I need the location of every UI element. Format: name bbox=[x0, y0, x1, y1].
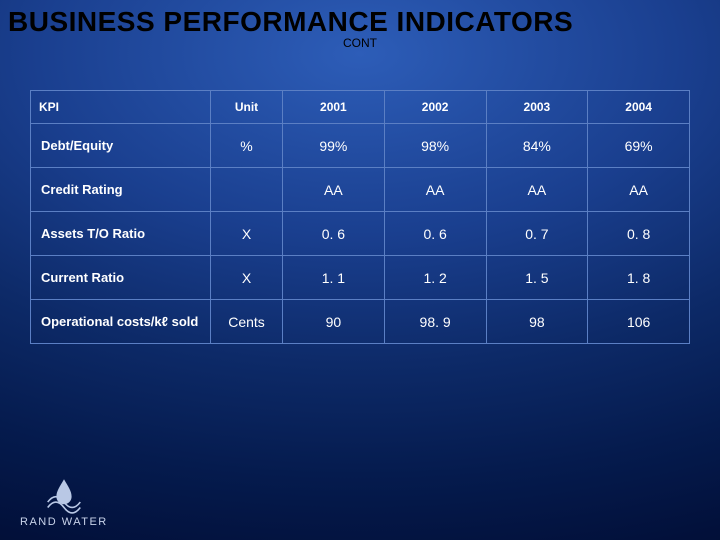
cell-val: 1. 2 bbox=[384, 256, 486, 300]
cell-val: 0. 6 bbox=[283, 212, 385, 256]
cell-val: 98 bbox=[486, 300, 588, 344]
cell-val: 106 bbox=[588, 300, 690, 344]
cell-val: 98% bbox=[384, 124, 486, 168]
col-2003: 2003 bbox=[486, 91, 588, 124]
cell-unit: Cents bbox=[211, 300, 283, 344]
cell-val: AA bbox=[283, 168, 385, 212]
cell-val: 0. 6 bbox=[384, 212, 486, 256]
page-title: BUSINESS PERFORMANCE INDICATORS bbox=[0, 0, 720, 38]
cell-unit: X bbox=[211, 256, 283, 300]
cell-val: AA bbox=[588, 168, 690, 212]
cell-kpi: Credit Rating bbox=[31, 168, 211, 212]
table-row: Credit Rating AA AA AA AA bbox=[31, 168, 690, 212]
cell-val: 1. 5 bbox=[486, 256, 588, 300]
cell-val: AA bbox=[384, 168, 486, 212]
col-2001: 2001 bbox=[283, 91, 385, 124]
cell-unit: X bbox=[211, 212, 283, 256]
cell-kpi: Current Ratio bbox=[31, 256, 211, 300]
cell-val: 99% bbox=[283, 124, 385, 168]
cell-val: 1. 8 bbox=[588, 256, 690, 300]
cell-kpi: Debt/Equity bbox=[31, 124, 211, 168]
table-row: Operational costs/kℓ sold Cents 90 98. 9… bbox=[31, 300, 690, 344]
cell-val: AA bbox=[486, 168, 588, 212]
cell-val: 90 bbox=[283, 300, 385, 344]
cell-unit bbox=[211, 168, 283, 212]
col-2004: 2004 bbox=[588, 91, 690, 124]
cell-val: 98. 9 bbox=[384, 300, 486, 344]
table-row: Current Ratio X 1. 1 1. 2 1. 5 1. 8 bbox=[31, 256, 690, 300]
cell-val: 84% bbox=[486, 124, 588, 168]
cell-val: 69% bbox=[588, 124, 690, 168]
cell-kpi: Assets T/O Ratio bbox=[31, 212, 211, 256]
brand-footer: RAND WATER bbox=[20, 476, 108, 528]
col-2002: 2002 bbox=[384, 91, 486, 124]
brand-name: RAND WATER bbox=[20, 516, 108, 528]
cell-val: 0. 7 bbox=[486, 212, 588, 256]
kpi-table: KPI Unit 2001 2002 2003 2004 Debt/Equity… bbox=[30, 90, 690, 344]
cell-val: 0. 8 bbox=[588, 212, 690, 256]
cell-val: 1. 1 bbox=[283, 256, 385, 300]
kpi-table-container: KPI Unit 2001 2002 2003 2004 Debt/Equity… bbox=[30, 90, 690, 344]
cell-kpi: Operational costs/kℓ sold bbox=[31, 300, 211, 344]
table-row: Assets T/O Ratio X 0. 6 0. 6 0. 7 0. 8 bbox=[31, 212, 690, 256]
col-unit: Unit bbox=[211, 91, 283, 124]
table-row: Debt/Equity % 99% 98% 84% 69% bbox=[31, 124, 690, 168]
col-kpi: KPI bbox=[31, 91, 211, 124]
water-drop-icon bbox=[35, 476, 93, 514]
table-header-row: KPI Unit 2001 2002 2003 2004 bbox=[31, 91, 690, 124]
page-subtitle: CONT bbox=[0, 36, 720, 50]
cell-unit: % bbox=[211, 124, 283, 168]
